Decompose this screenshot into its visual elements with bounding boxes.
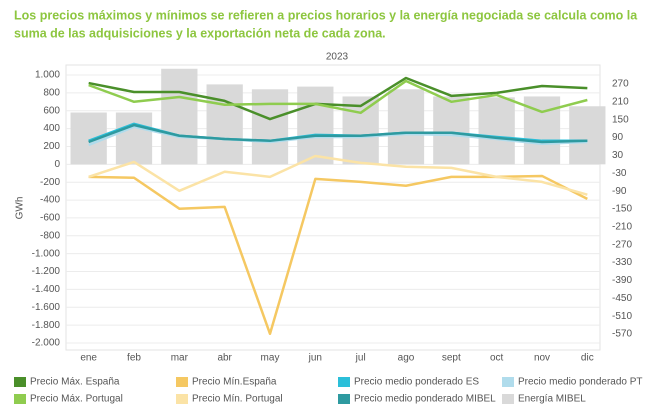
y2-tick-label: 150 xyxy=(612,114,629,125)
y2-tick-label: -450 xyxy=(612,293,632,304)
y-tick-label: -800 xyxy=(40,230,60,241)
x-tick-label: mar xyxy=(171,353,189,364)
legend-swatch xyxy=(338,377,350,387)
y2-tick-label: -330 xyxy=(612,257,632,268)
bar xyxy=(115,112,153,165)
x-tick-label: jun xyxy=(308,353,322,364)
bar xyxy=(342,96,379,165)
bar xyxy=(251,89,289,165)
x-tick-label: dic xyxy=(581,353,594,364)
y2-tick-label: -30 xyxy=(612,168,627,179)
legend-swatch xyxy=(502,394,514,404)
y-tick-label: -400 xyxy=(40,195,60,206)
y2-tick-label: -210 xyxy=(612,222,632,233)
y2-tick-label: 30 xyxy=(612,150,624,161)
legend-swatch xyxy=(14,394,26,404)
y2-tick-label: 270 xyxy=(612,79,629,90)
y-tick-label: 800 xyxy=(43,88,60,99)
y-tick-label: 200 xyxy=(43,141,60,152)
bar xyxy=(297,86,334,165)
y-tick-label: 600 xyxy=(43,105,60,116)
line xyxy=(88,79,588,115)
x-tick-label: oct xyxy=(490,353,504,364)
bar xyxy=(433,96,470,165)
line xyxy=(88,154,588,196)
y2-tick-label: 90 xyxy=(612,132,624,143)
legend-label: Energía MIBEL xyxy=(518,394,586,405)
chart-subtitle: 2023 xyxy=(326,52,349,63)
legend-swatch xyxy=(14,377,26,387)
y2-tick-label: -90 xyxy=(612,186,627,197)
legend-swatch xyxy=(338,394,350,404)
x-tick-label: jul xyxy=(355,353,366,364)
y-tick-label: -1.400 xyxy=(32,284,61,295)
x-tick-label: nov xyxy=(534,353,550,364)
x-tick-label: ene xyxy=(80,353,97,364)
x-tick-label: sept xyxy=(442,353,461,364)
y2-tick-label: -390 xyxy=(612,275,632,286)
y-tick-label: 1.000 xyxy=(35,70,60,81)
y2-tick-label: -150 xyxy=(612,204,632,215)
legend-label: Precio Máx. Portugal xyxy=(30,394,123,405)
legend-label: Precio Mín.España xyxy=(192,377,277,388)
y-tick-label: -1.000 xyxy=(32,248,61,259)
bar xyxy=(569,106,606,165)
y-tick-label: -1.600 xyxy=(32,302,61,313)
y-tick-label: -200 xyxy=(40,177,60,188)
y-tick-label: 400 xyxy=(43,123,60,134)
legend-label: Precio medio ponderado ES xyxy=(354,377,479,388)
plot-frame xyxy=(65,64,601,351)
x-tick-label: abr xyxy=(217,353,232,364)
bar xyxy=(387,89,425,165)
chart-title: Los precios máximos y mínimos se refiere… xyxy=(14,8,638,22)
bar xyxy=(161,68,198,165)
y2-tick-label: -270 xyxy=(612,239,632,250)
legend-swatch xyxy=(176,377,188,387)
legend-label: Precio medio ponderado MIBEL xyxy=(354,394,496,405)
y2-tick-label: -570 xyxy=(612,329,632,340)
line xyxy=(88,76,588,121)
y2-tick-label: 210 xyxy=(612,96,629,107)
x-tick-label: feb xyxy=(127,353,141,364)
y-axis-label: GWh xyxy=(15,197,26,220)
legend-swatch xyxy=(176,394,188,404)
y-tick-label: 0 xyxy=(54,159,60,170)
y2-tick-label: -510 xyxy=(612,311,632,322)
legend-label: Precio Máx. España xyxy=(30,377,120,388)
chart-title: suma de las adquisiciones y la exportaci… xyxy=(14,26,386,40)
line xyxy=(88,123,588,144)
x-tick-label: ago xyxy=(398,353,415,364)
y-tick-label: -600 xyxy=(40,213,60,224)
legend-label: Precio medio ponderado PT xyxy=(518,377,643,388)
y-tick-label: -1.800 xyxy=(32,320,61,331)
y-tick-label: -2.000 xyxy=(32,338,61,349)
y-tick-label: -1.200 xyxy=(32,266,61,277)
bar xyxy=(206,84,243,165)
bar xyxy=(478,97,515,165)
legend-label: Precio Mín. Portugal xyxy=(192,394,283,405)
x-tick-label: may xyxy=(261,353,280,364)
legend-swatch xyxy=(502,377,514,387)
